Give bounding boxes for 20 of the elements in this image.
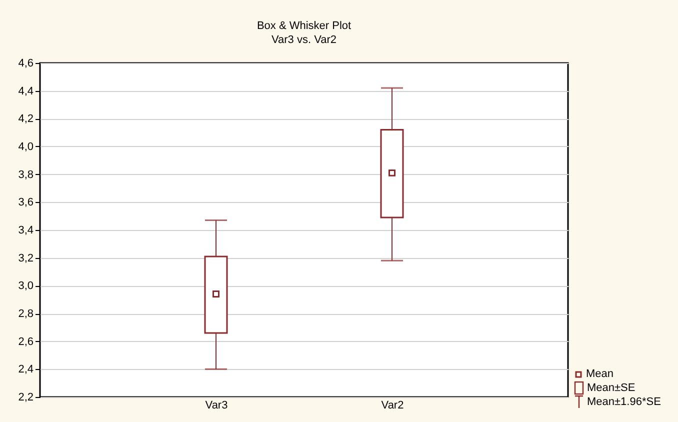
y-tick-label: 3,0 bbox=[18, 280, 34, 292]
text: Mean±1.96*SE bbox=[587, 395, 661, 409]
x-tick-label: Var2 bbox=[381, 400, 404, 412]
y-tick-label: 4,2 bbox=[18, 113, 34, 126]
y-tick-label: 3,2 bbox=[18, 252, 34, 264]
y-tick-label: 4,0 bbox=[18, 141, 34, 153]
y-tick-label: 3,8 bbox=[18, 168, 34, 181]
y-tick-label: 4,4 bbox=[18, 85, 34, 98]
y-tick-label: 4,6 bbox=[18, 58, 34, 70]
y-tick-label: 3,6 bbox=[18, 196, 34, 209]
y-tick-label: 2,6 bbox=[18, 336, 34, 348]
y-tick-label: 2,8 bbox=[18, 308, 34, 320]
x-tick-label: Var3 bbox=[205, 400, 228, 412]
text: Mean±SE bbox=[587, 381, 636, 395]
chart-title: Box & Whisker Plot bbox=[256, 20, 352, 32]
text: Mean bbox=[586, 367, 614, 381]
chart-subtitle: Var3 vs. Var2 bbox=[271, 34, 337, 46]
y-tick-label: 3,4 bbox=[18, 224, 34, 236]
y-tick-label: 2,4 bbox=[18, 364, 34, 376]
y-tick-label: 2,2 bbox=[18, 392, 34, 404]
